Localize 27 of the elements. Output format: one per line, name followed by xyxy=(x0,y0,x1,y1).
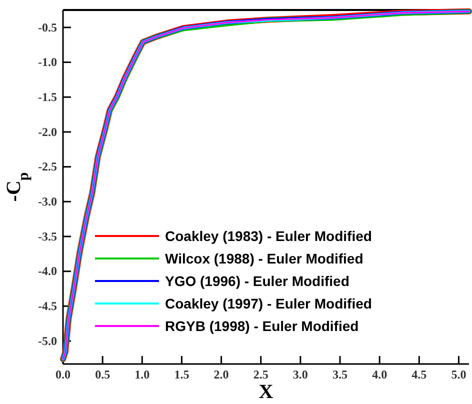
y-tick-label: -1.5 xyxy=(38,90,57,104)
legend-label: Coakley (1997) - Euler Modified xyxy=(165,296,372,312)
y-tick-label: -4.0 xyxy=(38,264,57,278)
x-tick-label: 0.0 xyxy=(56,368,70,382)
y-tick-label: -2.0 xyxy=(38,124,57,139)
x-tick-label: 4.5 xyxy=(412,368,427,382)
legend-label: RGYB (1998) - Euler Modified xyxy=(165,318,359,334)
x-tick-label: 5.0 xyxy=(451,368,466,382)
x-tick-label: 2.5 xyxy=(253,368,268,382)
y-tick-label: -5.0 xyxy=(38,334,57,348)
x-tick-label: 3.5 xyxy=(332,368,348,382)
x-tick-label: 0.5 xyxy=(95,368,110,382)
x-tick-label: 3.0 xyxy=(292,368,308,382)
x-tick-label: 1.5 xyxy=(174,368,190,382)
y-tick-label: -4.5 xyxy=(38,299,57,313)
y-tick-label: -1.0 xyxy=(38,55,57,70)
x-tick-label: 1.0 xyxy=(134,368,150,382)
y-tick-label: -3.5 xyxy=(38,229,57,244)
legend-label: Coakley (1983) - Euler Modified xyxy=(165,228,372,244)
x-tick-label: 2.0 xyxy=(214,368,229,382)
y-tick-label: -0.5 xyxy=(38,20,57,34)
y-tick-label: -3.0 xyxy=(38,194,57,208)
x-axis-title: X xyxy=(258,381,274,403)
x-tick-label: 4.0 xyxy=(372,368,388,382)
legend-label: Wilcox (1988) - Euler Modified xyxy=(165,250,364,266)
y-tick-label: -2.5 xyxy=(38,160,57,174)
legend-label: YGO (1996) - Euler Modified xyxy=(165,273,350,289)
